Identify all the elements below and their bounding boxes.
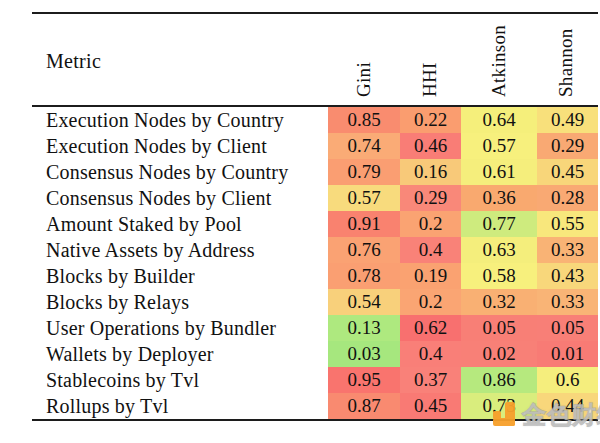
value-cell: 0.45	[400, 393, 461, 419]
value-cell: 0.44	[537, 393, 598, 419]
value-cell: 0.91	[328, 211, 400, 237]
value-cell: 0.13	[328, 315, 400, 341]
column-header-gini: Gini	[353, 62, 375, 97]
value-cell: 0.33	[537, 289, 598, 315]
metric-cell: Native Assets by Address	[0, 237, 328, 263]
value-cell: 0.46	[400, 133, 461, 159]
column-header-atkinson: Atkinson	[488, 25, 510, 97]
value-cell: 0.2	[400, 289, 461, 315]
value-cell: 0.79	[328, 159, 400, 185]
value-cell: 0.55	[537, 211, 598, 237]
value-cell: 0.76	[328, 237, 400, 263]
value-cell: 0.95	[328, 367, 400, 393]
metric-cell: Amount Staked by Pool	[0, 211, 328, 237]
value-cell: 0.63	[461, 237, 537, 263]
value-cell: 0.85	[328, 107, 400, 133]
value-cell: 0.62	[400, 315, 461, 341]
value-cell: 0.29	[400, 185, 461, 211]
column-header-hhi: HHI	[419, 62, 441, 97]
table-bottom-rule	[32, 419, 598, 421]
value-cell: 0.29	[537, 133, 598, 159]
value-cell: 0.54	[328, 289, 400, 315]
value-cell: 0.64	[461, 107, 537, 133]
value-cell: 0.45	[537, 159, 598, 185]
metric-cell: User Operations by Bundler	[0, 315, 328, 341]
column-header-shannon: Shannon	[555, 28, 577, 97]
heatmap-table-page: Metric Gini HHI Atkinson Shannon Executi…	[0, 0, 600, 443]
value-cell: 0.05	[461, 315, 537, 341]
value-cell: 0.01	[537, 341, 598, 367]
metric-cell: Consensus Nodes by Country	[0, 159, 328, 185]
value-cell: 0.03	[328, 341, 400, 367]
value-cell: 0.57	[328, 185, 400, 211]
value-cell: 0.37	[400, 367, 461, 393]
metric-column-header: Metric	[46, 50, 101, 73]
heatmap-table: Execution Nodes by Country 0.85 0.22 0.6…	[0, 107, 598, 419]
value-cell: 0.73	[461, 393, 537, 419]
metric-cell: Execution Nodes by Country	[0, 107, 328, 133]
metric-cell: Blocks by Relays	[0, 289, 328, 315]
value-cell: 0.49	[537, 107, 598, 133]
table-top-rule	[32, 12, 598, 14]
value-cell: 0.28	[537, 185, 598, 211]
value-cell: 0.77	[461, 211, 537, 237]
metric-cell: Rollups by Tvl	[0, 393, 328, 419]
value-cell: 0.61	[461, 159, 537, 185]
metric-cell: Blocks by Builder	[0, 263, 328, 289]
metric-cell: Execution Nodes by Client	[0, 133, 328, 159]
value-cell: 0.22	[400, 107, 461, 133]
value-cell: 0.43	[537, 263, 598, 289]
value-cell: 0.36	[461, 185, 537, 211]
value-cell: 0.74	[328, 133, 400, 159]
value-cell: 0.78	[328, 263, 400, 289]
value-cell: 0.58	[461, 263, 537, 289]
value-cell: 0.02	[461, 341, 537, 367]
value-cell: 0.33	[537, 237, 598, 263]
value-cell: 0.4	[400, 341, 461, 367]
value-cell: 0.19	[400, 263, 461, 289]
value-cell: 0.87	[328, 393, 400, 419]
metric-cell: Wallets by Deployer	[0, 341, 328, 367]
metric-cell: Consensus Nodes by Client	[0, 185, 328, 211]
value-cell: 0.2	[400, 211, 461, 237]
metric-cell: Stablecoins by Tvl	[0, 367, 328, 393]
value-cell: 0.05	[537, 315, 598, 341]
value-cell: 0.6	[537, 367, 598, 393]
value-cell: 0.16	[400, 159, 461, 185]
value-cell: 0.57	[461, 133, 537, 159]
value-cell: 0.32	[461, 289, 537, 315]
value-cell: 0.86	[461, 367, 537, 393]
value-cell: 0.4	[400, 237, 461, 263]
